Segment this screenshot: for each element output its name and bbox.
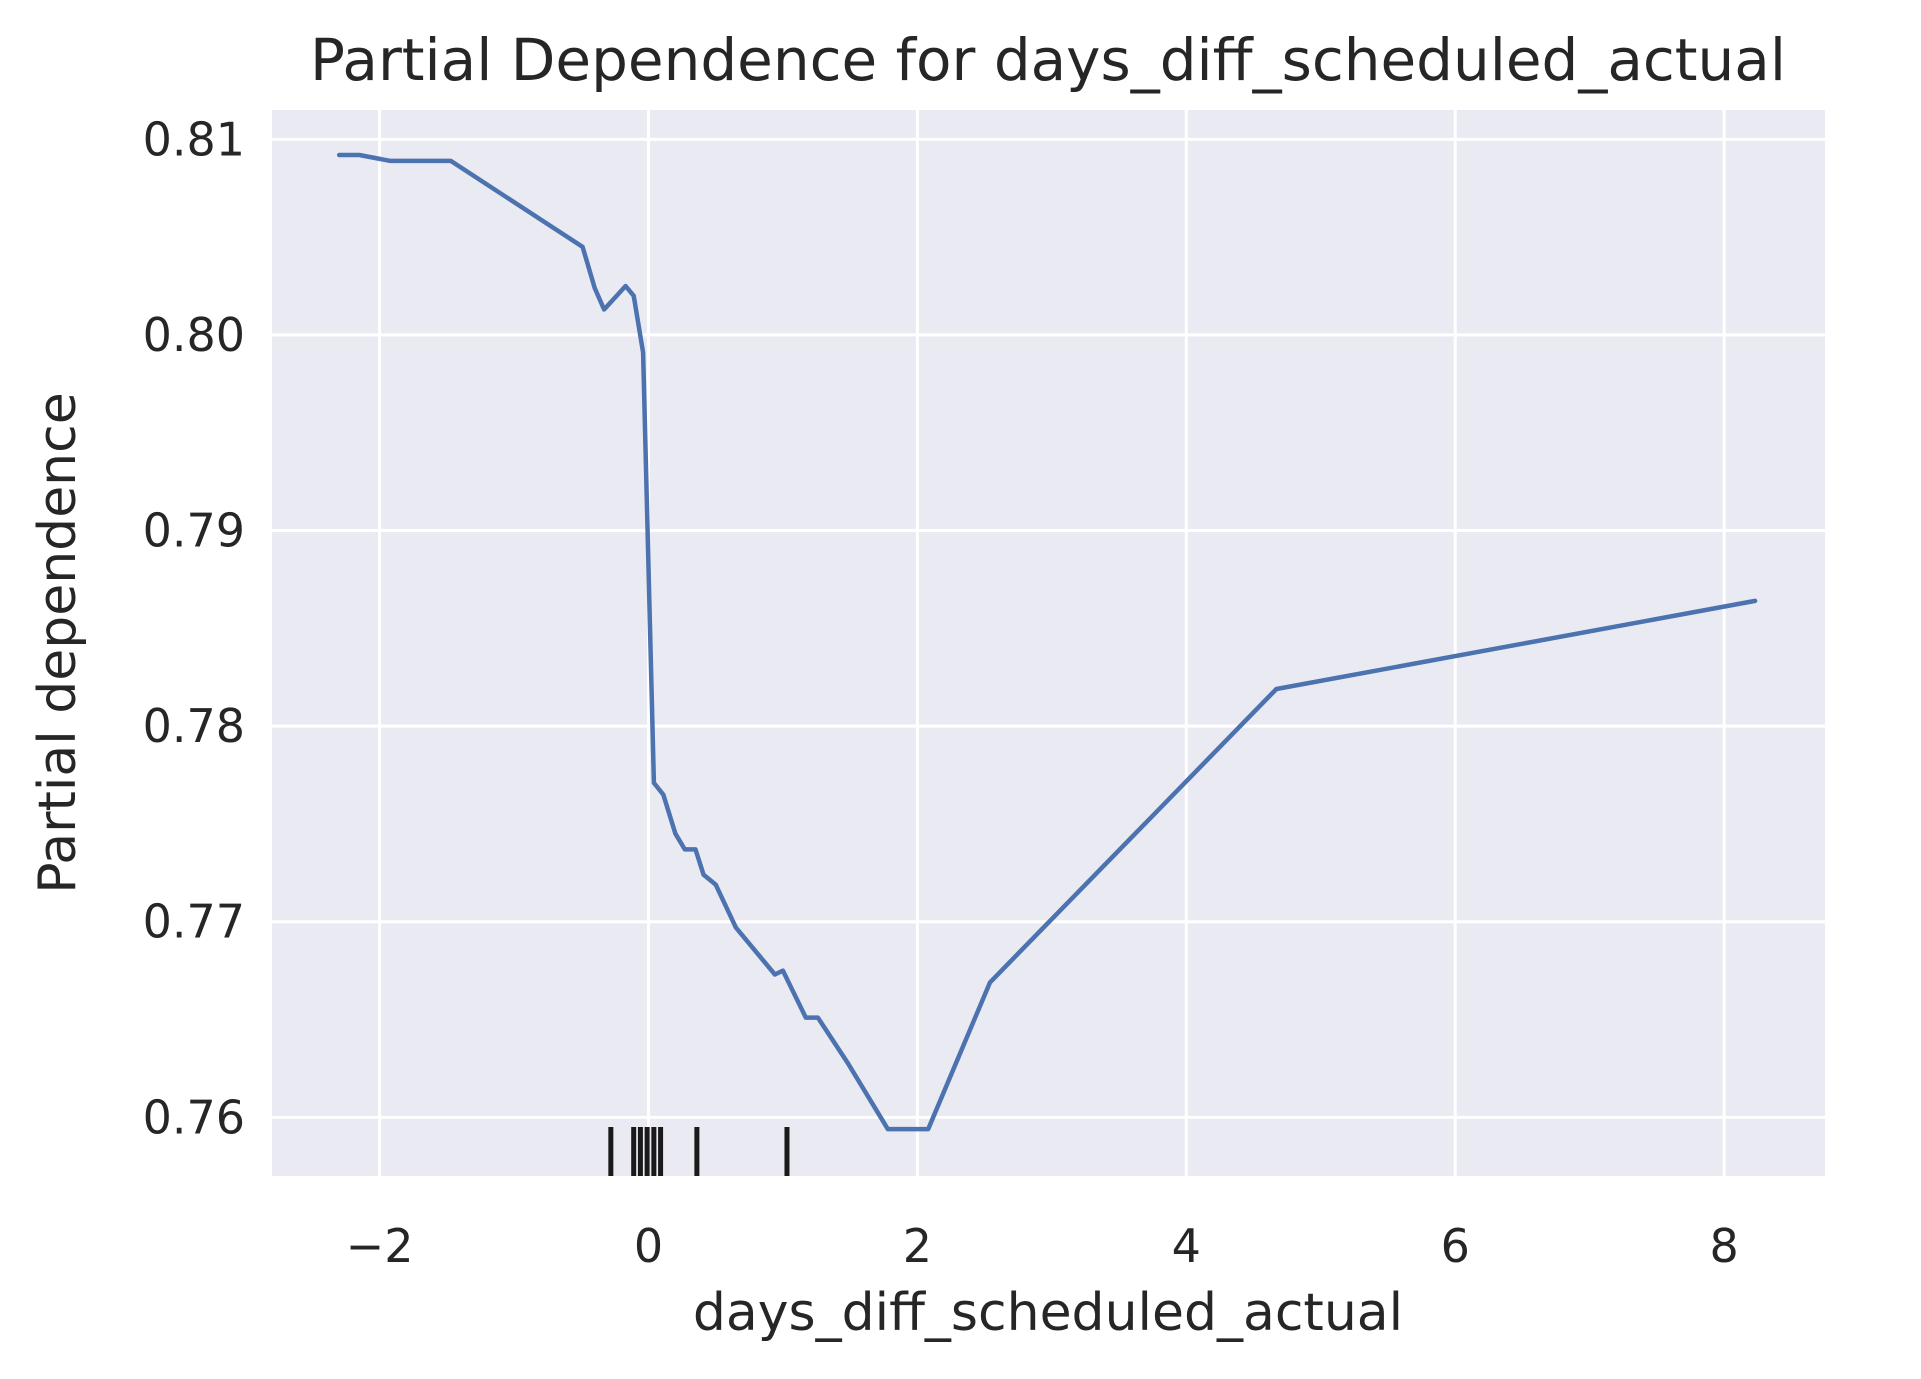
series-layer: [336, 152, 1758, 1132]
x-tick-label: 8: [1710, 1219, 1739, 1273]
y-tick-label: 0.79: [143, 504, 245, 558]
x-axis-label: days_diff_scheduled_actual: [693, 1283, 1403, 1343]
y-tick-label: 0.78: [143, 699, 245, 753]
y-tick-label: 0.80: [143, 308, 245, 362]
x-tick-label: −2: [346, 1219, 414, 1273]
rug-layer: [608, 1127, 790, 1176]
y-tick-label: 0.77: [143, 895, 245, 949]
y-axis-label: Partial dependence: [28, 392, 88, 893]
x-tick-label: 4: [1172, 1219, 1201, 1273]
x-tick-label: 0: [634, 1219, 663, 1273]
x-tick-label: 2: [903, 1219, 932, 1273]
chart-title: Partial Dependence for days_diff_schedul…: [310, 26, 1786, 94]
tick-label-layer: −2 0 2 4 6 8 0.76 0.77 0.78 0.79 0.80 0.81: [143, 112, 1739, 1273]
x-tick-label: 6: [1441, 1219, 1470, 1273]
plot-area: [272, 110, 1825, 1176]
partial-dependence-line: [336, 152, 1758, 1132]
y-tick-label: 0.81: [143, 112, 245, 166]
y-tick-label: 0.76: [143, 1090, 245, 1144]
